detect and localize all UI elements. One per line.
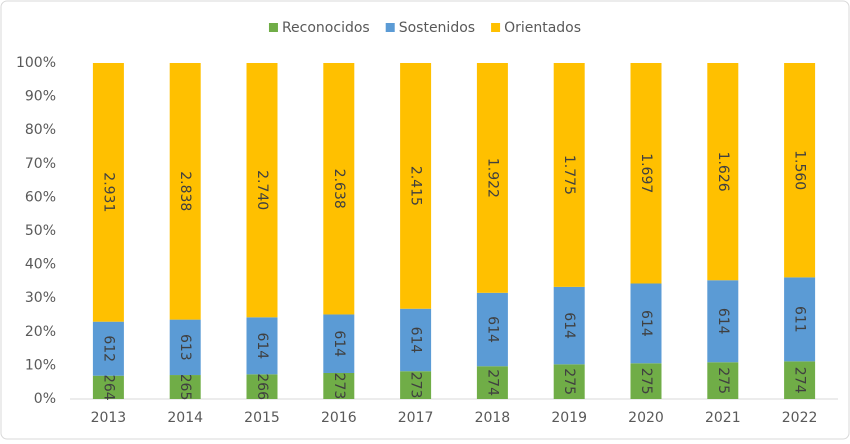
x-tick-label: 2021 — [705, 410, 741, 426]
bar-segment — [707, 280, 739, 363]
bar-segment — [323, 63, 355, 315]
bar-segment — [400, 308, 432, 372]
bar-segment — [553, 286, 585, 365]
y-tick-label: 20% — [25, 324, 56, 340]
data-label: 275 — [561, 368, 577, 395]
legend-label: Reconocidos — [282, 20, 370, 36]
legend-label: Sostenidos — [399, 20, 475, 36]
data-label: 273 — [408, 372, 424, 399]
bar-segment — [630, 283, 662, 364]
data-label: 265 — [177, 374, 193, 401]
legend-swatch — [385, 23, 395, 32]
bar-segment — [707, 362, 739, 399]
bar-segment — [476, 63, 508, 293]
bar-segment — [323, 314, 355, 373]
x-tick-label: 2014 — [167, 410, 203, 426]
y-tick-label: 40% — [25, 257, 56, 273]
data-label: 2.838 — [177, 171, 193, 211]
data-label: 2.638 — [331, 169, 347, 209]
data-label: 275 — [638, 368, 654, 395]
data-label: 614 — [331, 330, 347, 357]
y-tick-label: 60% — [25, 189, 56, 205]
y-tick-label: 50% — [25, 223, 56, 239]
data-label: 613 — [177, 334, 193, 361]
bar-segment — [553, 63, 585, 287]
y-tick-label: 90% — [25, 89, 56, 105]
data-label: 1.697 — [638, 153, 654, 193]
data-label: 614 — [715, 308, 731, 335]
data-label: 275 — [715, 367, 731, 394]
bar-segment — [400, 371, 432, 399]
bar-segment — [246, 317, 278, 375]
data-label: 611 — [792, 306, 808, 333]
legend-label: Orientados — [504, 20, 581, 36]
data-label: 1.775 — [561, 155, 577, 195]
bar-segment — [92, 63, 124, 322]
y-tick-label: 70% — [25, 156, 56, 172]
data-label: 614 — [408, 327, 424, 354]
data-label: 1.560 — [792, 150, 808, 190]
bar-segment — [784, 277, 816, 362]
bar-segment — [707, 63, 739, 281]
bar-segment — [553, 364, 585, 399]
bar-segment — [246, 374, 278, 399]
bar-segment — [92, 321, 124, 376]
bar-segment — [246, 63, 278, 318]
data-label: 264 — [100, 374, 116, 401]
data-label: 614 — [484, 316, 500, 343]
x-tick-label: 2016 — [321, 410, 357, 426]
data-label: 273 — [331, 373, 347, 400]
data-label: 266 — [254, 373, 270, 400]
data-label: 2.931 — [100, 172, 116, 212]
x-tick-label: 2015 — [244, 410, 280, 426]
bar-segment — [400, 63, 432, 309]
bar-segment — [630, 363, 662, 399]
bar-segment — [476, 292, 508, 367]
legend-swatch — [268, 23, 278, 32]
data-label: 612 — [100, 335, 116, 362]
bar-segment — [784, 63, 816, 278]
data-label: 614 — [638, 310, 654, 337]
legend-swatch — [491, 23, 501, 32]
bar-segment — [630, 63, 662, 284]
data-label: 614 — [561, 312, 577, 339]
bar-segment — [92, 375, 124, 399]
data-label: 2.740 — [254, 170, 270, 210]
y-tick-label: 80% — [25, 122, 56, 138]
data-label: 1.922 — [484, 158, 500, 198]
data-label: 2.415 — [408, 166, 424, 206]
bar-segment — [784, 361, 816, 399]
y-tick-label: 100% — [16, 55, 56, 71]
bar-segment — [169, 375, 201, 399]
bar-segment — [323, 372, 355, 399]
data-label: 1.626 — [715, 152, 731, 192]
bar-segment — [476, 366, 508, 399]
data-label: 274 — [484, 369, 500, 396]
x-tick-label: 2020 — [628, 410, 664, 426]
data-label: 614 — [254, 332, 270, 359]
x-tick-label: 2013 — [91, 410, 127, 426]
y-tick-label: 10% — [25, 357, 56, 373]
y-tick-label: 0% — [34, 391, 56, 407]
bar-segment — [169, 63, 201, 320]
y-tick-label: 30% — [25, 290, 56, 306]
bar-segment — [169, 319, 201, 376]
x-tick-label: 2017 — [398, 410, 434, 426]
x-tick-label: 2019 — [551, 410, 587, 426]
x-tick-label: 2022 — [782, 410, 818, 426]
data-label: 274 — [792, 367, 808, 394]
x-tick-label: 2018 — [475, 410, 511, 426]
